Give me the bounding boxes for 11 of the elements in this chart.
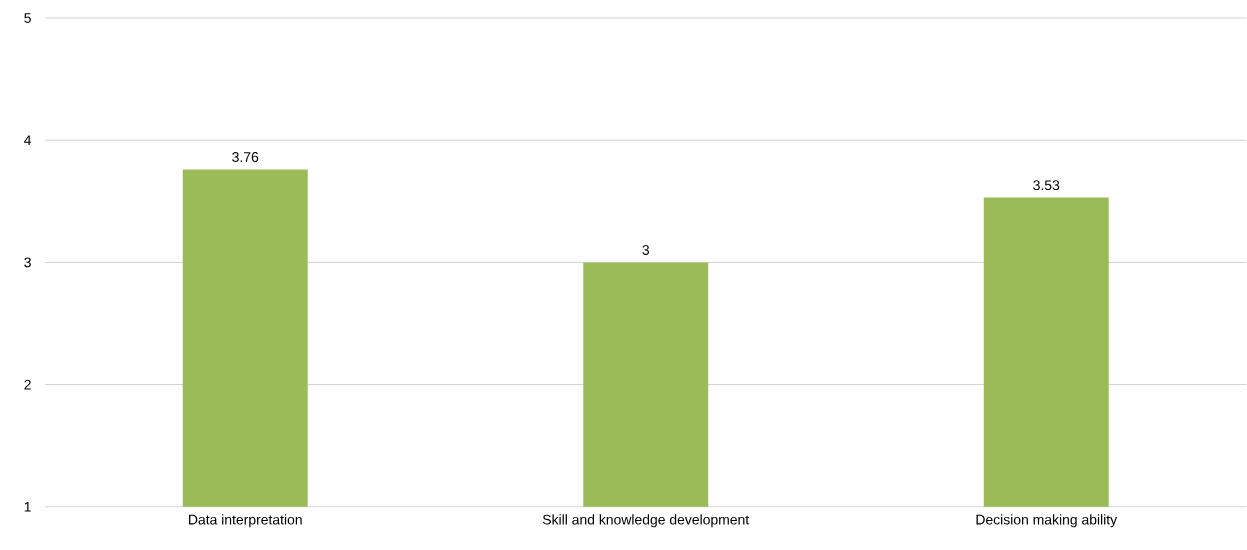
x-tick-label: Skill and knowledge development bbox=[542, 514, 750, 528]
x-tick-label: Decision making ability bbox=[976, 514, 1118, 528]
y-tick-label: 4 bbox=[24, 135, 32, 146]
data-label: 3.76 bbox=[232, 152, 259, 163]
x-tick-label: Data interpretation bbox=[189, 514, 302, 528]
y-tick-label: 3 bbox=[24, 257, 31, 268]
data-label: 3.53 bbox=[1033, 180, 1060, 191]
y-tick-label: 5 bbox=[24, 13, 31, 23]
data-label: 3 bbox=[642, 245, 650, 255]
y-tick-label: 2 bbox=[24, 379, 31, 390]
y-tick-label: 1 bbox=[24, 502, 31, 512]
